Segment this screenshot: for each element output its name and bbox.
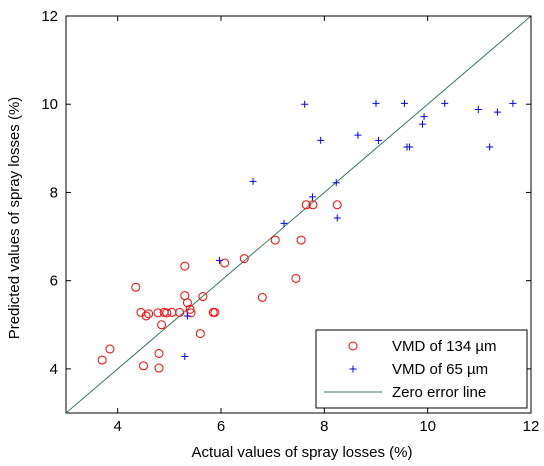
point-134um (185, 304, 195, 314)
y-tick-label: 10 (41, 96, 58, 113)
point-134um (154, 348, 164, 358)
point-134um (131, 282, 141, 292)
point-65um (509, 99, 517, 107)
legend-plus-marker (349, 365, 357, 373)
point-134um (182, 298, 192, 308)
point-65um (332, 179, 340, 187)
point-134um (308, 200, 318, 210)
legend-label: VMD of 65 µm (392, 361, 488, 378)
x-tick-label: 12 (523, 418, 540, 435)
y-tick-label: 12 (41, 8, 58, 25)
point-65um (317, 136, 325, 144)
point-65um (333, 214, 341, 222)
point-134um (162, 308, 172, 318)
point-134um (239, 254, 249, 264)
zero-error-line (65, 15, 532, 414)
x-tick-label: 10 (419, 418, 436, 435)
y-tick-label: 8 (50, 184, 58, 201)
point-134um (154, 363, 164, 373)
point-65um (419, 120, 426, 128)
legend-circle-marker (348, 341, 358, 351)
point-65um (215, 256, 223, 264)
point-134um (195, 329, 205, 339)
point-65um (441, 99, 449, 107)
point-134um (139, 361, 148, 371)
point-134um (157, 320, 167, 330)
point-134um (257, 292, 267, 302)
y-tick-label: 4 (50, 361, 58, 378)
x-axis-label: Actual values of spray losses (%) (192, 444, 413, 461)
point-134um (141, 311, 151, 321)
point-65um (249, 177, 257, 185)
point-65um (406, 143, 414, 151)
point-65um (372, 99, 380, 107)
x-tick-label: 6 (217, 418, 225, 435)
point-134um (97, 355, 107, 365)
point-65um (354, 131, 362, 139)
point-65um (474, 106, 482, 114)
point-134um (270, 235, 280, 245)
point-134um (175, 307, 185, 317)
point-134um (301, 200, 311, 210)
point-134um (153, 308, 163, 318)
point-134um (332, 200, 342, 210)
point-65um (400, 99, 408, 107)
point-65um (375, 136, 383, 144)
y-tick-label: 6 (50, 273, 58, 290)
point-134um (180, 261, 190, 271)
point-65um (183, 312, 191, 320)
point-134um (210, 307, 220, 317)
y-axis-label: Predicted values of spray losses (%) (6, 97, 23, 340)
point-134um (198, 292, 208, 302)
x-tick-label: 8 (320, 418, 328, 435)
point-134um (105, 344, 115, 354)
x-tick-label: 4 (113, 418, 121, 435)
point-65um (486, 143, 494, 151)
point-134um (291, 273, 301, 283)
point-65um (301, 100, 309, 108)
point-65um (420, 113, 428, 121)
legend-label: Zero error line (392, 384, 486, 401)
point-134um (144, 309, 154, 319)
point-65um (181, 353, 189, 361)
point-65um (308, 193, 316, 201)
point-65um (493, 108, 501, 116)
point-134um (220, 258, 230, 268)
point-134um (296, 235, 306, 245)
point-65um (280, 219, 288, 227)
legend-label: VMD of 134 µm (392, 338, 497, 355)
